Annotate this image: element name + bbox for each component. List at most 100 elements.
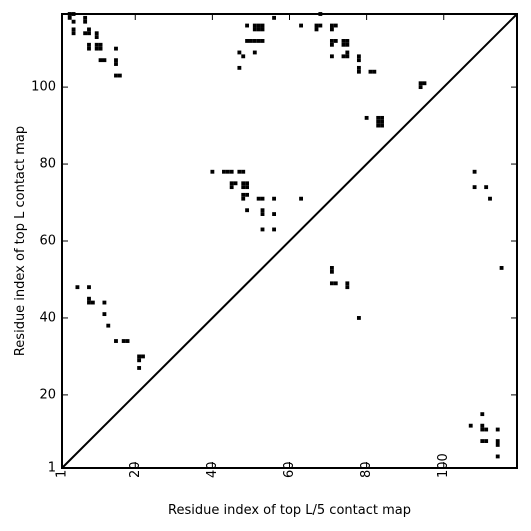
contact-point bbox=[260, 208, 265, 213]
contact-point bbox=[272, 212, 277, 216]
contact-point bbox=[299, 196, 303, 201]
contact-point bbox=[484, 439, 489, 443]
contact-point bbox=[380, 123, 384, 128]
contact-point bbox=[222, 169, 226, 174]
contact-point bbox=[484, 427, 489, 432]
contact-point bbox=[329, 54, 334, 59]
contact-point bbox=[114, 339, 118, 343]
contact-point bbox=[256, 27, 261, 32]
contact-point bbox=[314, 23, 319, 28]
contact-point bbox=[260, 212, 265, 216]
contact-point bbox=[345, 54, 350, 59]
contact-point bbox=[329, 23, 334, 28]
contact-point bbox=[260, 39, 265, 43]
contact-point bbox=[272, 15, 277, 20]
contact-point bbox=[256, 39, 261, 43]
contact-point bbox=[102, 312, 107, 317]
contact-point bbox=[418, 85, 423, 90]
contact-point bbox=[472, 185, 477, 190]
contact-point bbox=[117, 73, 122, 78]
y-tick-label: 100 bbox=[31, 80, 56, 95]
contact-point bbox=[260, 23, 265, 28]
contact-point bbox=[94, 42, 99, 47]
contact-point bbox=[329, 269, 334, 274]
contact-point bbox=[380, 119, 384, 124]
contact-point bbox=[87, 285, 91, 290]
contact-point bbox=[237, 169, 242, 174]
contact-point bbox=[90, 300, 95, 305]
contact-point bbox=[256, 23, 261, 28]
contact-point bbox=[98, 58, 103, 63]
contact-point bbox=[333, 23, 338, 28]
contact-point bbox=[495, 427, 500, 432]
contact-point bbox=[333, 281, 338, 286]
x-tick-label: 60 bbox=[282, 461, 297, 478]
x-axis: 1 20 40 60 80 100 bbox=[55, 14, 451, 478]
contact-point bbox=[87, 31, 91, 36]
contact-point bbox=[252, 27, 257, 32]
contact-point bbox=[480, 412, 485, 417]
contact-point bbox=[299, 23, 303, 28]
contact-point bbox=[422, 81, 427, 86]
contact-point bbox=[98, 46, 103, 51]
contact-point bbox=[318, 23, 323, 28]
contact-point bbox=[83, 31, 88, 36]
contact-point bbox=[252, 23, 257, 28]
contact-point bbox=[229, 169, 234, 174]
diagonal-reference-line bbox=[61, 13, 518, 469]
contact-point bbox=[87, 27, 91, 32]
contact-point bbox=[106, 323, 111, 328]
contact-point bbox=[260, 227, 265, 232]
x-tick-label: 80 bbox=[359, 461, 374, 478]
contact-point bbox=[83, 19, 88, 24]
contact-point bbox=[356, 54, 361, 59]
contact-point bbox=[245, 208, 250, 213]
contact-point bbox=[225, 169, 230, 174]
y-axis: 1 20 40 60 80 100 bbox=[31, 80, 517, 476]
contact-point bbox=[87, 46, 91, 51]
contact-point bbox=[376, 119, 381, 124]
contact-point bbox=[137, 354, 142, 359]
contact-point bbox=[333, 39, 338, 43]
contact-point bbox=[356, 58, 361, 63]
contact-point bbox=[241, 54, 246, 59]
contact-point bbox=[480, 439, 485, 443]
contact-point bbox=[345, 42, 350, 47]
contact-point bbox=[345, 281, 350, 286]
contact-point bbox=[418, 81, 423, 86]
contact-point bbox=[121, 339, 126, 343]
contact-point bbox=[341, 39, 346, 43]
contact-point bbox=[67, 15, 72, 20]
contact-point bbox=[252, 50, 257, 55]
x-tick-label: 40 bbox=[205, 461, 220, 478]
contact-point bbox=[495, 454, 500, 459]
contact-point bbox=[364, 115, 369, 120]
contact-point bbox=[345, 50, 350, 55]
contact-point bbox=[245, 23, 250, 28]
contact-point bbox=[484, 185, 489, 190]
contact-point bbox=[356, 316, 361, 320]
contact-point bbox=[94, 35, 99, 40]
contact-point bbox=[488, 196, 492, 201]
contact-point bbox=[71, 31, 76, 36]
contact-point bbox=[495, 442, 500, 447]
contact-point bbox=[345, 39, 350, 43]
x-tick-label: 100 bbox=[436, 453, 451, 478]
y-tick-label: 1 bbox=[48, 461, 56, 476]
contact-point bbox=[137, 358, 142, 363]
contact-point bbox=[329, 27, 334, 32]
contact-point bbox=[272, 196, 277, 201]
contact-point bbox=[245, 39, 250, 43]
contact-point bbox=[372, 69, 377, 74]
contact-point bbox=[241, 196, 246, 201]
contact-point bbox=[237, 65, 242, 70]
contact-point bbox=[241, 185, 246, 190]
y-tick-label: 80 bbox=[39, 157, 56, 172]
contact-point bbox=[75, 285, 80, 290]
contact-point bbox=[241, 181, 246, 186]
y-tick-label: 60 bbox=[39, 234, 56, 249]
contact-point bbox=[468, 423, 473, 428]
contact-point bbox=[114, 58, 118, 63]
contact-point bbox=[98, 42, 103, 47]
